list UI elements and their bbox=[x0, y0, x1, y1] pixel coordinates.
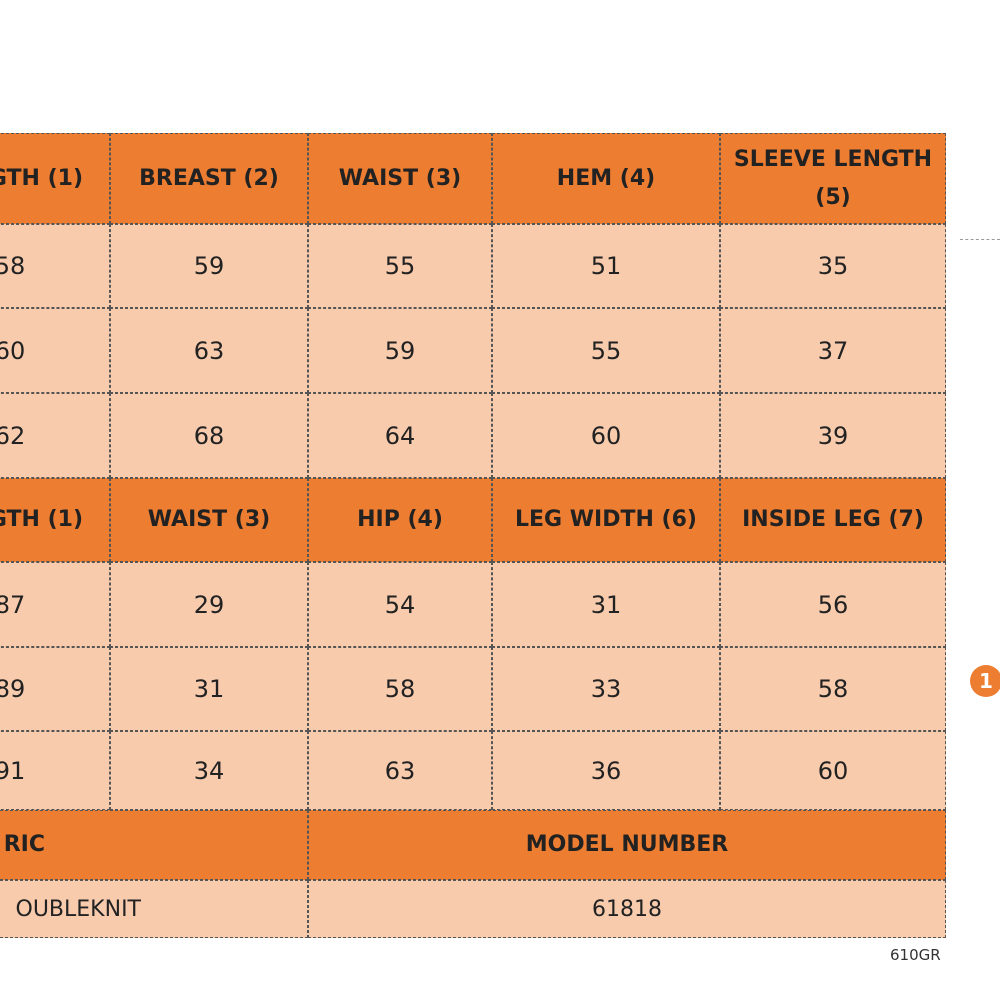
value-cell: 59 bbox=[110, 224, 308, 308]
value-cell: OUBLEKNIT bbox=[0, 880, 308, 938]
value-cell: 36 bbox=[492, 731, 720, 810]
product-code: 610GR bbox=[890, 946, 941, 964]
header-cell: SLEEVE LENGTH (5) bbox=[720, 133, 946, 224]
value-cell: 37 bbox=[720, 308, 946, 393]
header-cell: HIP (4) bbox=[308, 478, 492, 562]
header-cell: RIC bbox=[0, 810, 308, 880]
value-cell: 59 bbox=[308, 308, 492, 393]
value-cell: 58 bbox=[720, 647, 946, 731]
value-cell: 63 bbox=[110, 308, 308, 393]
value-cell: 58 bbox=[0, 224, 110, 308]
value-cell: 58 bbox=[308, 647, 492, 731]
value-cell: 34 bbox=[110, 731, 308, 810]
header-cell: WAIST (3) bbox=[110, 478, 308, 562]
header-cell: INSIDE LEG (7) bbox=[720, 478, 946, 562]
value-cell: 33 bbox=[492, 647, 720, 731]
value-cell: 68 bbox=[110, 393, 308, 478]
value-cell: 35 bbox=[720, 224, 946, 308]
value-cell: 56 bbox=[720, 562, 946, 647]
header-cell: HEM (4) bbox=[492, 133, 720, 224]
value-cell: 89 bbox=[0, 647, 110, 731]
dashed-guide bbox=[960, 239, 1000, 240]
value-cell: 60 bbox=[492, 393, 720, 478]
header-cell: GTH (1) bbox=[0, 478, 110, 562]
value-cell: 29 bbox=[110, 562, 308, 647]
value-cell: 31 bbox=[110, 647, 308, 731]
value-cell: 91 bbox=[0, 731, 110, 810]
value-cell: 31 bbox=[492, 562, 720, 647]
value-cell: 51 bbox=[492, 224, 720, 308]
header-cell: MODEL NUMBER bbox=[308, 810, 946, 880]
marker-badge: 1 bbox=[970, 665, 1000, 697]
value-cell: 60 bbox=[720, 731, 946, 810]
value-cell: 61818 bbox=[308, 880, 946, 938]
header-cell: BREAST (2) bbox=[110, 133, 308, 224]
value-cell: 63 bbox=[308, 731, 492, 810]
header-cell: LEG WIDTH (6) bbox=[492, 478, 720, 562]
header-cell: WAIST (3) bbox=[308, 133, 492, 224]
value-cell: 64 bbox=[308, 393, 492, 478]
value-cell: 39 bbox=[720, 393, 946, 478]
value-cell: 60 bbox=[0, 308, 110, 393]
value-cell: 55 bbox=[492, 308, 720, 393]
header-cell: GTH (1) bbox=[0, 133, 110, 224]
value-cell: 55 bbox=[308, 224, 492, 308]
value-cell: 87 bbox=[0, 562, 110, 647]
value-cell: 62 bbox=[0, 393, 110, 478]
value-cell: 54 bbox=[308, 562, 492, 647]
